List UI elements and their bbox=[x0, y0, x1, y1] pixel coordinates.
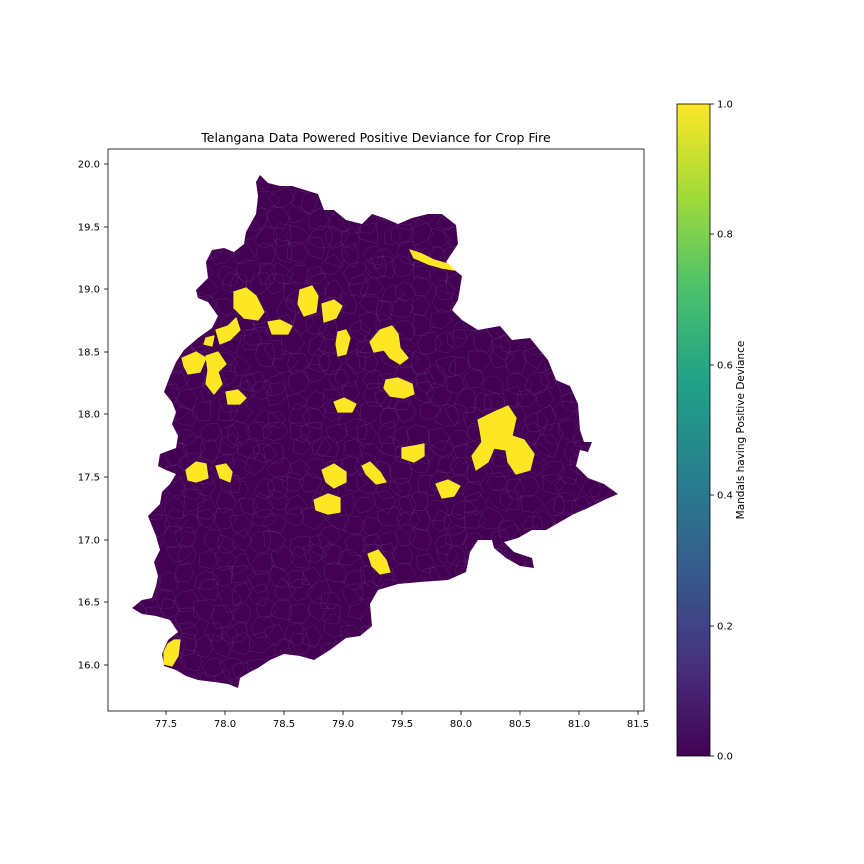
x-tick-label: 78.5 bbox=[273, 719, 295, 730]
highlighted-mandal bbox=[367, 549, 391, 575]
colorbar-tick-label: 0.4 bbox=[717, 491, 733, 502]
y-tick-label: 18.0 bbox=[78, 410, 100, 421]
highlighted-mandal bbox=[361, 461, 387, 485]
highlighted-mandal bbox=[313, 493, 341, 515]
colorbar-tick-label: 0.0 bbox=[717, 752, 733, 763]
highlighted-mandal bbox=[163, 639, 181, 667]
highlighted-mandal bbox=[435, 479, 461, 499]
colorbar-tick-label: 0.8 bbox=[717, 230, 733, 241]
highlighted-mandal bbox=[401, 443, 425, 463]
highlighted-mandal bbox=[409, 249, 455, 271]
highlighted-mandal bbox=[185, 461, 209, 483]
map-title: Telangana Data Powered Positive Deviance… bbox=[200, 130, 551, 145]
x-tick-label: 80.5 bbox=[509, 719, 531, 730]
y-axis: 20.0 19.5 19.0 18.5 18.0 17.5 17.0 16.5 16.0 bbox=[78, 160, 108, 672]
highlighted-mandal bbox=[321, 463, 347, 489]
y-tick-label: 16.0 bbox=[78, 661, 100, 672]
highlighted-mandal bbox=[233, 287, 265, 321]
y-tick-label: 19.0 bbox=[78, 285, 100, 296]
highlighted-mandal bbox=[267, 319, 293, 335]
highlighted-mandal bbox=[215, 463, 233, 483]
highlighted-mandal bbox=[215, 317, 241, 345]
highlighted-mandal bbox=[205, 351, 227, 395]
colorbar: 1.0 0.8 0.6 0.4 0.2 0.0 Mandals having Positi… bbox=[676, 100, 747, 763]
colorbar-tick-label: 1.0 bbox=[717, 100, 733, 111]
y-tick-label: 17.0 bbox=[78, 536, 100, 547]
x-tick-label: 81.5 bbox=[627, 719, 649, 730]
x-tick-label: 78.0 bbox=[214, 719, 236, 730]
highlighted-mandal bbox=[333, 397, 357, 413]
y-tick-label: 18.5 bbox=[78, 348, 100, 359]
colorbar-ticks: 1.0 0.8 0.6 0.4 0.2 0.0 bbox=[710, 100, 733, 763]
highlighted-mandal bbox=[471, 405, 535, 475]
x-tick-label: 77.5 bbox=[155, 719, 177, 730]
x-tick-label: 79.0 bbox=[332, 719, 354, 730]
y-tick-label: 20.0 bbox=[78, 160, 100, 171]
colorbar-label: Mandals having Positive Deviance bbox=[735, 341, 747, 520]
x-tick-label: 80.0 bbox=[450, 719, 472, 730]
highlighted-mandal bbox=[321, 299, 343, 323]
x-tick-label: 79.5 bbox=[391, 719, 413, 730]
highlighted-mandal bbox=[383, 377, 415, 399]
highlighted-mandal bbox=[225, 389, 247, 405]
highlighted-mandal bbox=[203, 335, 215, 347]
y-tick-label: 16.5 bbox=[78, 598, 100, 609]
y-tick-label: 19.5 bbox=[78, 223, 100, 234]
colorbar-tick-label: 0.6 bbox=[717, 361, 733, 372]
colorbar-bar bbox=[676, 103, 711, 757]
y-tick-label: 17.5 bbox=[78, 473, 100, 484]
highlighted-mandal bbox=[369, 325, 409, 365]
x-axis: 77.5 78.0 78.5 79.0 79.5 80.0 80.5 81.0 81.5 bbox=[155, 711, 649, 730]
positive-deviance-mandals bbox=[163, 249, 535, 667]
x-tick-label: 81.0 bbox=[568, 719, 590, 730]
colorbar-tick-label: 0.2 bbox=[717, 622, 733, 633]
highlighted-mandal bbox=[335, 329, 351, 357]
highlighted-mandal bbox=[181, 351, 207, 375]
highlighted-mandal bbox=[297, 285, 319, 317]
